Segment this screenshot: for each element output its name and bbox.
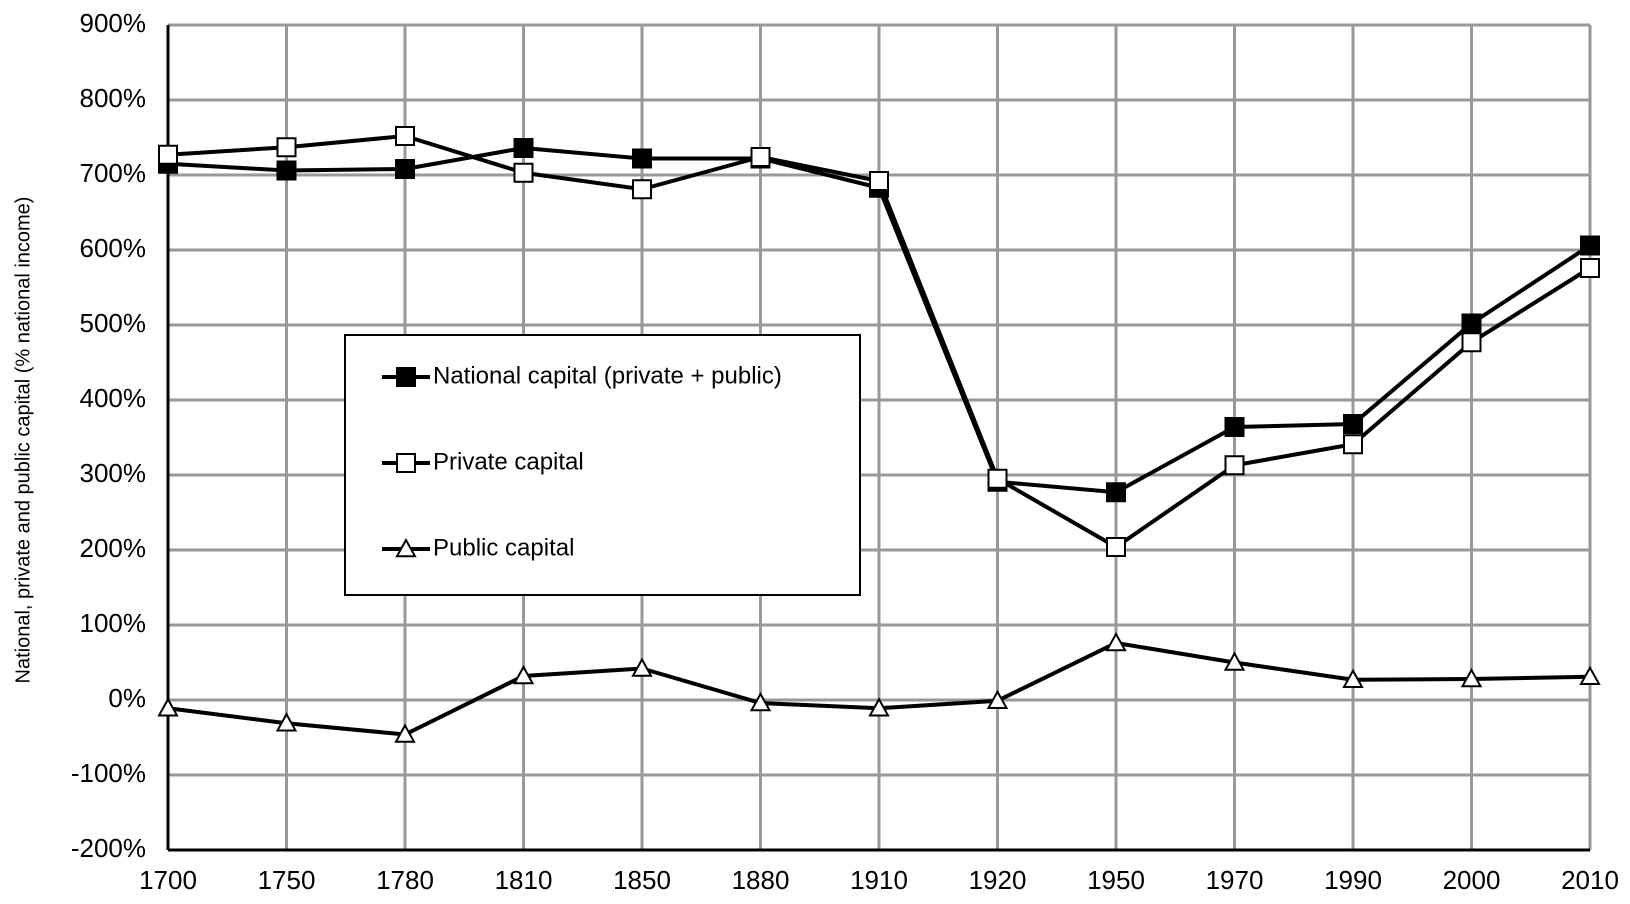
point [1461,313,1482,334]
point [632,179,652,200]
point [869,171,889,191]
legend-box [344,334,861,596]
point [632,148,652,169]
x-tick-label: 1750 [258,865,316,895]
x-tick-label: 1910 [850,865,908,895]
point [1223,651,1246,671]
point [1224,417,1245,437]
y-tick-label: 600% [80,233,147,263]
point [987,468,1008,489]
x-tick-label: 1970 [1206,865,1264,895]
y-tick-label: 700% [80,158,147,188]
x-tick-label: 2010 [1561,865,1619,895]
legend-label: National capital (private + public) [433,362,782,389]
point [395,126,415,146]
x-tick-label: 1850 [613,865,671,895]
legend-label: Public capital [433,534,574,561]
x-tick-label: 1880 [732,865,790,895]
point [1580,258,1600,278]
x-tick-label: 1810 [495,865,553,895]
point [276,160,297,181]
point [1343,434,1363,455]
y-tick-label: -200% [71,833,146,863]
y-tick-label: 100% [80,608,147,638]
point [513,162,534,183]
x-tick-label: 2000 [1443,865,1501,895]
point [1460,667,1483,688]
x-tick-label: 1950 [1087,865,1145,895]
point [749,691,772,712]
point [1224,455,1245,476]
point [986,689,1009,709]
point [158,144,178,165]
point [512,664,535,685]
point [1105,631,1127,652]
point [395,159,415,179]
point [513,138,534,158]
point [275,712,298,732]
y-axis-label: National, private and public capital (% … [12,197,34,684]
point [1461,332,1482,353]
x-tick-label: 1780 [376,865,434,895]
y-tick-label: 200% [80,533,147,563]
y-tick-label: 800% [80,83,147,113]
point [276,137,297,158]
y-tick-label: -100% [71,758,146,788]
point [1342,668,1364,688]
x-tick-label: 1990 [1324,865,1382,895]
point [1579,665,1601,685]
point [1343,414,1363,434]
point [1106,537,1126,557]
legend-marker [396,367,416,387]
x-tick-label: 1920 [969,865,1027,895]
legend-marker [395,537,417,558]
y-tick-label: 900% [80,8,147,38]
y-tick-label: 400% [80,383,147,413]
point [868,697,890,717]
y-tick-label: 0% [108,683,146,713]
point [631,657,653,677]
point [1580,235,1600,256]
y-tick-label: 300% [80,458,147,488]
point [157,697,179,717]
legend-label: Private capital [433,448,584,475]
legend-marker [396,453,416,473]
point [750,147,771,167]
y-tick-label: 500% [80,308,147,338]
x-tick-label: 1700 [139,865,197,895]
point [394,723,416,743]
point [1106,482,1126,503]
